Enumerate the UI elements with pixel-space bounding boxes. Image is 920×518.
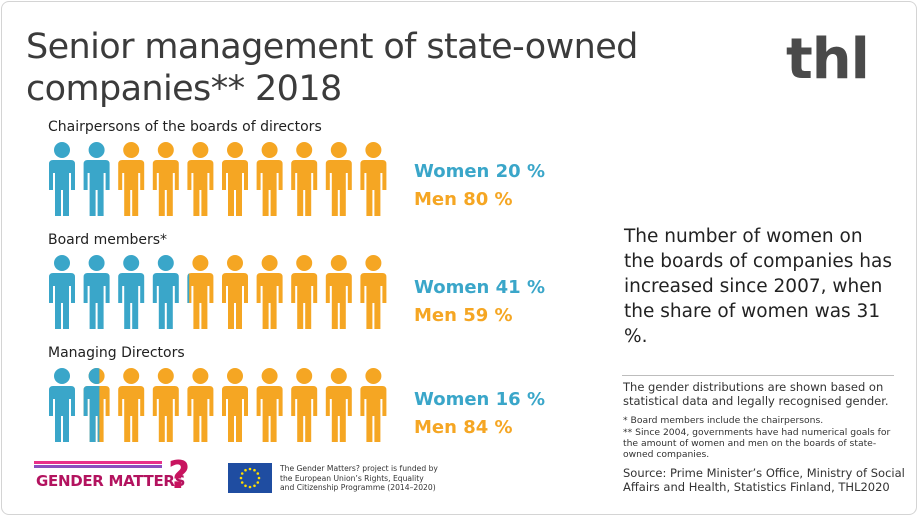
eu-funding-text: The Gender Matters? project is funded by… — [280, 464, 438, 492]
person-icon — [118, 142, 145, 216]
men-pct-managing-directors: Men 84 % — [414, 417, 513, 438]
women-pct-board-members: Women 41 % — [414, 277, 545, 298]
pictogram-chart — [49, 142, 387, 442]
eu-star-icon — [248, 467, 252, 471]
eu-star-icon — [239, 476, 243, 480]
eu-star-icon — [240, 481, 244, 484]
source-note: Source: Prime Minister’s Office, Ministr… — [623, 466, 905, 494]
person-icon — [256, 255, 283, 329]
group-label-managing-directors: Managing Directors — [48, 345, 185, 361]
person-icon — [291, 368, 318, 442]
person-icon — [360, 368, 387, 442]
person-icon — [187, 255, 214, 329]
eu-star-icon — [244, 468, 247, 472]
eu-star-icon — [256, 481, 260, 484]
person-icon — [187, 142, 214, 216]
person-icon — [256, 142, 283, 216]
note-distribution: The gender distributions are shown based… — [623, 380, 889, 408]
title-line-2: companies** 2018 — [26, 69, 342, 109]
person-icon — [49, 142, 75, 216]
person-icon — [49, 368, 75, 442]
group-label-board-members: Board members* — [48, 232, 168, 248]
eu-star-icon — [240, 472, 244, 475]
gender-matters-text: GENDER MATTERS — [36, 472, 186, 490]
logo-stripe — [34, 465, 162, 468]
person-icon — [152, 255, 179, 329]
eu-star-icon — [248, 485, 252, 489]
person-icon — [360, 255, 387, 329]
notes-divider — [622, 375, 894, 376]
person-icon — [187, 368, 214, 442]
person-icon — [291, 142, 318, 216]
women-pct-managing-directors: Women 16 % — [414, 389, 545, 410]
person-icon-women-share — [187, 273, 190, 303]
highlight-text: The number of women on the boards of com… — [624, 226, 892, 347]
person-icon — [83, 255, 110, 329]
note-board-members: * Board members include the chairpersons… — [623, 415, 824, 426]
person-icon — [222, 142, 248, 216]
women-pct-chairpersons: Women 20 % — [414, 161, 545, 182]
person-icon — [325, 368, 352, 442]
person-icon — [256, 368, 283, 442]
person-icon — [152, 368, 179, 442]
men-pct-board-members: Men 59 % — [414, 305, 513, 326]
person-icon — [83, 368, 110, 442]
eu-star-icon — [253, 468, 256, 472]
person-icon — [118, 368, 145, 442]
eu-star-icon — [257, 476, 261, 480]
person-icon — [325, 142, 352, 216]
title-line-1: Senior management of state-owned — [26, 27, 638, 67]
person-icon — [325, 255, 352, 329]
person-icon — [152, 142, 179, 216]
person-icon-women-share — [83, 368, 100, 442]
note-since-2004: ** Since 2004, governments have had nume… — [623, 427, 891, 460]
person-icon — [222, 255, 248, 329]
question-mark-icon: ? — [168, 453, 191, 497]
eu-flag-icon — [228, 463, 272, 493]
person-icon — [291, 255, 318, 329]
group-label-chairpersons: Chairpersons of the boards of directors — [48, 119, 322, 135]
thl-logo: thl — [786, 27, 870, 92]
men-pct-chairpersons: Men 80 % — [414, 189, 513, 210]
person-icon — [118, 255, 145, 329]
eu-star-icon — [253, 484, 256, 488]
eu-star-icon — [244, 484, 247, 488]
gender-matters-logo: GENDER MATTERS ? — [34, 455, 194, 495]
person-icon — [360, 142, 387, 216]
person-icon — [49, 255, 75, 329]
eu-star-icon — [256, 472, 260, 475]
eu-stars — [239, 467, 261, 489]
page-title: Senior management of state-owned compani… — [26, 26, 638, 110]
logo-stripe — [34, 461, 162, 464]
person-icon — [83, 142, 110, 216]
person-icon — [222, 368, 248, 442]
